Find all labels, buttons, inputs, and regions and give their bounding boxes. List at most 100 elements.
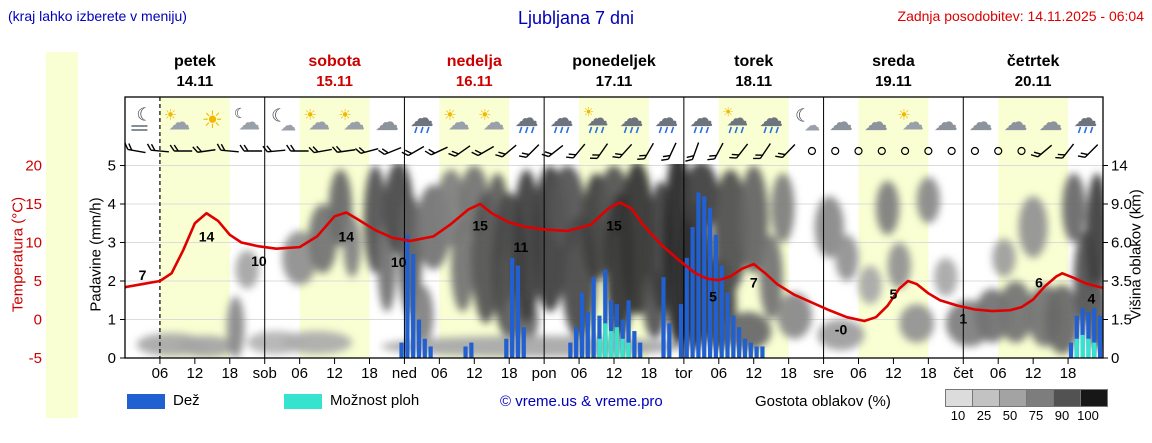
cloud-scale-tick-label: 10: [950, 408, 966, 423]
cloud-scale-tick-label: 25: [976, 408, 992, 423]
svg-text:☁: ☁: [969, 108, 993, 136]
svg-text:-5: -5: [29, 350, 42, 367]
svg-text:☀: ☀: [202, 106, 224, 134]
svg-text:15: 15: [25, 196, 42, 213]
svg-text:14.11: 14.11: [176, 73, 213, 90]
cloud-scale-cell: [973, 389, 1000, 407]
svg-text:ned: ned: [392, 365, 417, 382]
cloud-scale-cell: [1027, 389, 1054, 407]
svg-text:☀: ☀: [164, 106, 177, 124]
last-update-text: Zadnja posodobitev: 14.11.2025 - 06:04: [897, 8, 1144, 24]
svg-text:ponedeljek: ponedeljek: [572, 53, 656, 70]
svg-text:18: 18: [501, 365, 518, 382]
svg-text:☀: ☀: [478, 106, 491, 124]
svg-text:12: 12: [745, 365, 762, 382]
precipitation-axis-label: Padavine (mm/h): [87, 197, 105, 312]
svg-text:15: 15: [606, 218, 622, 234]
svg-text:sobota: sobota: [308, 53, 361, 70]
copyright-link[interactable]: © vreme.us & vreme.pro: [500, 393, 663, 410]
svg-text:☁: ☁: [654, 104, 678, 132]
temperature-axis-label: Temperatura (°C): [9, 196, 27, 313]
svg-text:☁: ☁: [1039, 108, 1063, 136]
svg-text:1: 1: [108, 312, 116, 329]
svg-text:5: 5: [108, 158, 116, 175]
svg-text:10: 10: [25, 235, 42, 252]
svg-text:☾: ☾: [795, 106, 811, 127]
cloud-density-scale: [945, 389, 1108, 407]
svg-text:☾: ☾: [271, 106, 287, 127]
svg-text:18: 18: [780, 365, 797, 382]
svg-text:6: 6: [1035, 275, 1043, 291]
svg-text:☁: ☁: [934, 108, 958, 136]
svg-text:0: 0: [1111, 350, 1119, 367]
svg-text:15.11: 15.11: [316, 73, 353, 90]
svg-text:12: 12: [1025, 365, 1042, 382]
svg-text:18: 18: [641, 365, 658, 382]
shower-legend-label: Možnost ploh: [330, 392, 420, 409]
svg-text:tor: tor: [675, 365, 693, 382]
cloud-scale-cell: [1000, 389, 1027, 407]
svg-text:12: 12: [885, 365, 902, 382]
cloud-scale-cell: [1054, 389, 1081, 407]
svg-text:sob: sob: [253, 365, 277, 382]
svg-text:18: 18: [1060, 365, 1077, 382]
svg-text:☁: ☁: [483, 111, 505, 136]
svg-text:12: 12: [466, 365, 483, 382]
svg-text:☁: ☁: [619, 104, 643, 132]
svg-text:12: 12: [606, 365, 623, 382]
svg-text:☀: ☀: [897, 106, 910, 124]
rain-legend-label: Dež: [173, 392, 200, 409]
svg-text:☁: ☁: [280, 116, 296, 135]
svg-text:17.11: 17.11: [596, 73, 633, 90]
svg-text:06: 06: [710, 365, 727, 382]
svg-text:☁: ☁: [864, 108, 888, 136]
svg-text:☀: ☀: [443, 106, 456, 124]
svg-text:14: 14: [1111, 158, 1128, 175]
svg-text:06: 06: [431, 365, 448, 382]
svg-text:☾: ☾: [136, 105, 152, 126]
svg-text:12: 12: [187, 365, 204, 382]
cloud-density-label: Gostota oblakov (%): [755, 393, 891, 410]
svg-text:☁: ☁: [343, 111, 365, 136]
svg-text:18: 18: [361, 365, 378, 382]
cloud-scale-tick-label: 75: [1028, 408, 1044, 423]
svg-text:18.11: 18.11: [735, 73, 772, 90]
svg-text:19.11: 19.11: [875, 73, 912, 90]
svg-text:9.0: 9.0: [1111, 196, 1132, 213]
svg-text:16.11: 16.11: [456, 73, 493, 90]
svg-text:☁: ☁: [902, 111, 924, 136]
svg-text:☾: ☾: [234, 106, 247, 122]
svg-text:☁: ☁: [1074, 104, 1098, 132]
svg-text:06: 06: [990, 365, 1007, 382]
cloud-height-axis-label: Višina oblakov (km): [1127, 189, 1145, 320]
svg-text:18: 18: [221, 365, 238, 382]
svg-text:☁: ☁: [804, 116, 820, 135]
svg-text:20: 20: [25, 158, 42, 175]
svg-text:11: 11: [513, 239, 528, 255]
svg-text:0: 0: [108, 350, 116, 367]
svg-text:☁: ☁: [587, 107, 609, 132]
shower-legend-swatch: [284, 394, 322, 409]
svg-text:10: 10: [251, 253, 267, 269]
svg-text:☀: ☀: [722, 106, 734, 121]
svg-text:☁: ☁: [829, 108, 853, 136]
svg-text:☁: ☁: [238, 111, 260, 136]
svg-text:06: 06: [152, 365, 169, 382]
svg-text:☀: ☀: [583, 106, 595, 121]
svg-text:5: 5: [709, 288, 717, 304]
svg-text:0: 0: [34, 312, 42, 329]
svg-text:☁: ☁: [689, 104, 713, 132]
svg-text:7: 7: [750, 275, 758, 291]
svg-text:petek: petek: [174, 53, 216, 70]
cloud-scale-cell: [945, 389, 973, 407]
menu-note[interactable]: (kraj lahko izberete v meniju): [8, 8, 187, 24]
svg-text:☁: ☁: [1004, 108, 1028, 136]
svg-text:☁: ☁: [515, 104, 539, 132]
cloud-scale-tick-label: 50: [1002, 408, 1018, 423]
svg-text:18: 18: [920, 365, 937, 382]
svg-text:14: 14: [338, 228, 354, 244]
svg-text:7: 7: [139, 267, 147, 283]
svg-text:1: 1: [959, 311, 967, 327]
